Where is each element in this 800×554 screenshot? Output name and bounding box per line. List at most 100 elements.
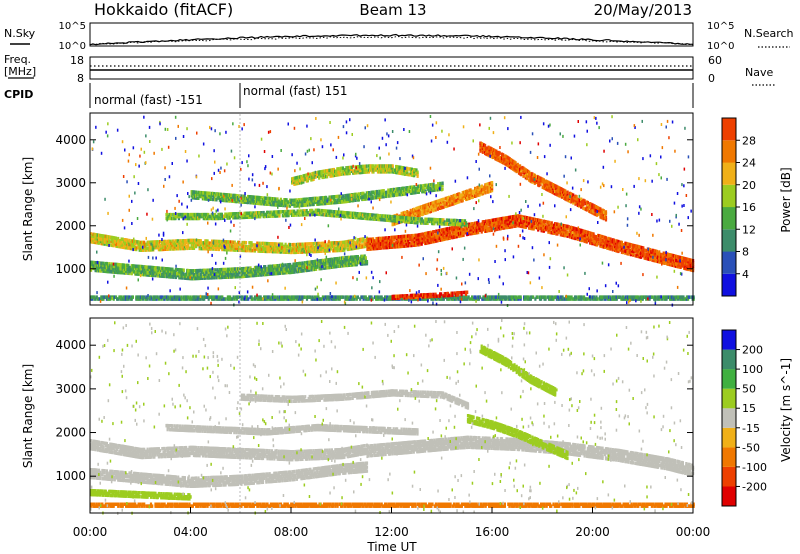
power-cell — [161, 241, 164, 246]
power-cell — [334, 243, 337, 247]
power-cell — [299, 261, 302, 266]
power-cell — [149, 269, 153, 274]
power-cell — [139, 248, 142, 252]
power-cell — [113, 240, 116, 244]
power-cell — [159, 270, 162, 274]
power-cell — [241, 242, 244, 247]
power-cell — [165, 274, 168, 279]
power-cell — [143, 269, 146, 273]
noise-traces — [89, 33, 694, 46]
power-cell — [239, 246, 242, 251]
power-cell — [214, 241, 217, 246]
power-cell — [125, 265, 128, 269]
power-cell — [171, 243, 174, 247]
power-cell — [164, 268, 167, 273]
power-cell — [120, 267, 123, 271]
power-cell — [161, 239, 164, 244]
power-cell — [157, 247, 160, 252]
power-cell — [324, 247, 327, 251]
power-cell — [130, 271, 133, 276]
power-cell — [272, 242, 275, 246]
power-cell — [291, 248, 294, 253]
power-cell — [172, 239, 175, 243]
power-cell — [102, 240, 105, 244]
power-cell — [284, 242, 287, 247]
power-cell — [90, 236, 93, 240]
power-cell — [131, 243, 134, 247]
power-cell — [350, 245, 353, 249]
power-cell — [301, 250, 304, 254]
power-cell — [338, 240, 341, 245]
power-cell — [242, 240, 245, 245]
power-cell — [104, 236, 107, 241]
power-cell — [117, 238, 120, 243]
power-cell — [126, 263, 129, 268]
power-cell — [257, 247, 260, 251]
power-cell — [123, 240, 127, 244]
power-cell — [94, 240, 97, 245]
power-cell — [143, 242, 146, 247]
power-cell — [216, 239, 219, 244]
power-cell — [335, 246, 338, 251]
power-cell — [190, 242, 193, 246]
power-cell — [154, 246, 157, 250]
power-cell — [363, 244, 366, 249]
power-cell — [265, 249, 268, 254]
power-cell — [212, 245, 215, 249]
power-cell — [209, 247, 212, 251]
power-cell — [194, 238, 197, 243]
power-cell — [284, 246, 287, 251]
power-cell — [91, 238, 94, 242]
power-cell — [342, 246, 345, 250]
power-cell — [230, 248, 233, 252]
power-cell — [316, 249, 319, 254]
power-cell — [276, 250, 279, 254]
power-cell — [139, 240, 142, 245]
power-cell — [102, 269, 105, 273]
power-cell — [169, 241, 172, 245]
power-cell — [154, 240, 157, 244]
power-cell — [143, 272, 146, 277]
power-cell — [107, 237, 110, 241]
power-cell — [169, 245, 172, 249]
power-cell — [130, 239, 133, 243]
power-cell — [272, 248, 275, 252]
power-cell — [338, 242, 341, 247]
power-cell — [156, 266, 159, 270]
power-cell — [90, 268, 93, 272]
power-cell — [356, 238, 359, 242]
power-cell — [332, 243, 335, 247]
power-cell — [221, 241, 224, 246]
power-cell — [140, 264, 144, 269]
power-cell — [161, 272, 164, 276]
power-cell — [260, 247, 263, 251]
power-cell — [350, 243, 353, 247]
power-cell — [99, 263, 102, 267]
power-cell — [100, 239, 103, 244]
power-cell — [316, 243, 319, 248]
power-cell — [99, 265, 102, 269]
power-cell — [312, 242, 315, 246]
power-cell — [221, 243, 224, 248]
noise-right-tick-bottom: 10^0 — [707, 41, 734, 52]
power-cell — [125, 242, 128, 246]
power-cell — [102, 261, 105, 266]
power-cell — [130, 266, 133, 270]
power-cell — [301, 248, 304, 252]
power-cell — [272, 249, 275, 254]
power-cell — [126, 246, 129, 250]
power-cell — [362, 239, 365, 243]
nave-label: Nave — [745, 66, 773, 79]
power-cell — [138, 242, 141, 246]
power-cell — [333, 245, 336, 249]
power-cell — [301, 244, 304, 248]
power-cell — [173, 243, 176, 247]
power-cell — [345, 240, 348, 244]
power-cell — [94, 236, 97, 241]
power-cell — [316, 241, 319, 246]
power-cell — [256, 241, 259, 245]
power-cell — [110, 262, 113, 266]
power-cell — [182, 239, 185, 243]
power-cell — [272, 244, 275, 248]
power-cell — [219, 192, 223, 197]
